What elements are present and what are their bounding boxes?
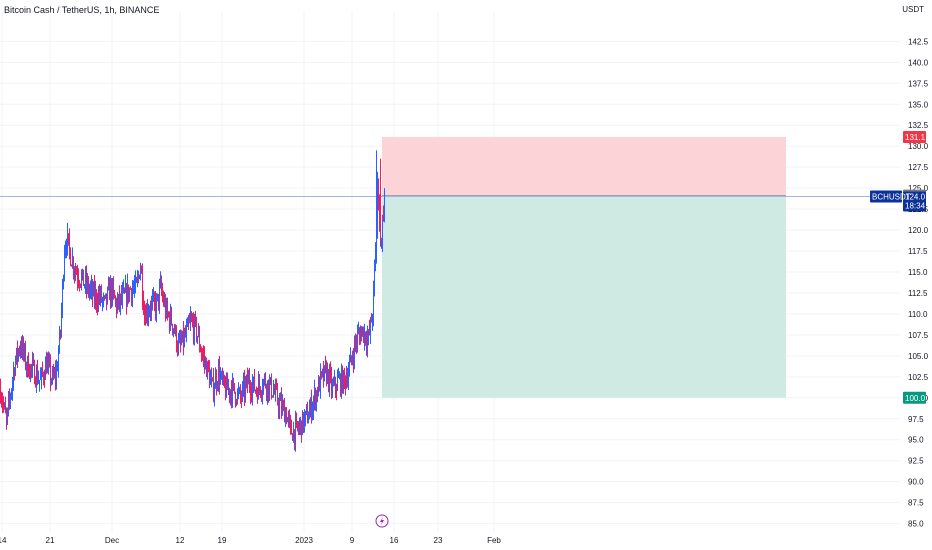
- y-tick-label: 95.0: [908, 436, 924, 445]
- symbol-tag: BCHUSDT: [872, 193, 911, 202]
- last-price-box: [903, 191, 926, 212]
- y-tick-label: 137.5: [908, 79, 929, 88]
- x-tick-label: Dec: [105, 536, 119, 545]
- y-tick-label: 92.5: [908, 457, 924, 466]
- candles: [0, 150, 385, 452]
- lightning-icon: [380, 517, 384, 525]
- y-tick-label: 135.0: [908, 100, 929, 109]
- y-tick-label: 90.0: [908, 478, 924, 487]
- y-tick-label: 140.0: [908, 58, 929, 67]
- x-axis: 14 21 Dec 12 19 2023 9 16 23 Feb: [0, 514, 501, 545]
- countdown-tag: 18:34: [905, 202, 926, 211]
- trade-zones: [0, 136, 900, 398]
- y-tick-label: 112.5: [908, 289, 928, 298]
- y-tick-label: 120.0: [908, 226, 929, 235]
- y-tick-label: 107.5: [908, 331, 929, 340]
- y-tick-label: 87.5: [908, 499, 924, 508]
- y-tick-label: 130.0: [908, 142, 929, 151]
- x-tick-label: 9: [350, 536, 355, 545]
- x-tick-label: 14: [0, 536, 7, 545]
- stop-loss-tag-box: [903, 130, 926, 143]
- y-tick-label: 110.0: [908, 310, 928, 319]
- y-tick-label: 117.5: [908, 247, 928, 256]
- y-tick-label: 125.0: [908, 184, 929, 193]
- x-tick-label: 21: [46, 536, 55, 545]
- y-tick-label: 85.0: [908, 520, 924, 529]
- x-tick-label: 19: [218, 536, 227, 545]
- y-tick-label: 105.0: [908, 352, 929, 361]
- take-profit-tag: 100.0: [905, 394, 926, 403]
- chart-title: Bitcoin Cash / TetherUS, 1h, BINANCE: [4, 5, 160, 15]
- x-tick-label: 2023: [295, 536, 313, 545]
- symbol-tag-box: [870, 190, 902, 203]
- y-tick-label: 142.5: [908, 37, 929, 46]
- take-profit-zone: [382, 195, 786, 398]
- take-profit-tag-box: [903, 391, 926, 404]
- stop-loss-zone: [382, 136, 786, 196]
- y-tick-label: 132.5: [908, 121, 929, 130]
- y-tick-label: 115.0: [908, 268, 928, 277]
- y-tick-label: 127.5: [908, 163, 929, 172]
- x-tick-label: Feb: [487, 536, 501, 545]
- y-axis: 85.0 87.5 90.0 92.5 95.0 97.5 100.0 102.5 105.0 1…: [908, 37, 929, 528]
- stop-loss-tag: 131.1: [905, 133, 926, 142]
- x-tick-label: 23: [434, 536, 443, 545]
- y-tick-label: 102.5: [908, 373, 929, 382]
- y-tick-label: 97.5: [908, 415, 924, 424]
- x-tick-label: 12: [176, 536, 185, 545]
- x-tick-label: 16: [390, 536, 399, 545]
- last-price-tag: 124.0: [905, 193, 926, 202]
- currency-label: USDT: [902, 5, 924, 14]
